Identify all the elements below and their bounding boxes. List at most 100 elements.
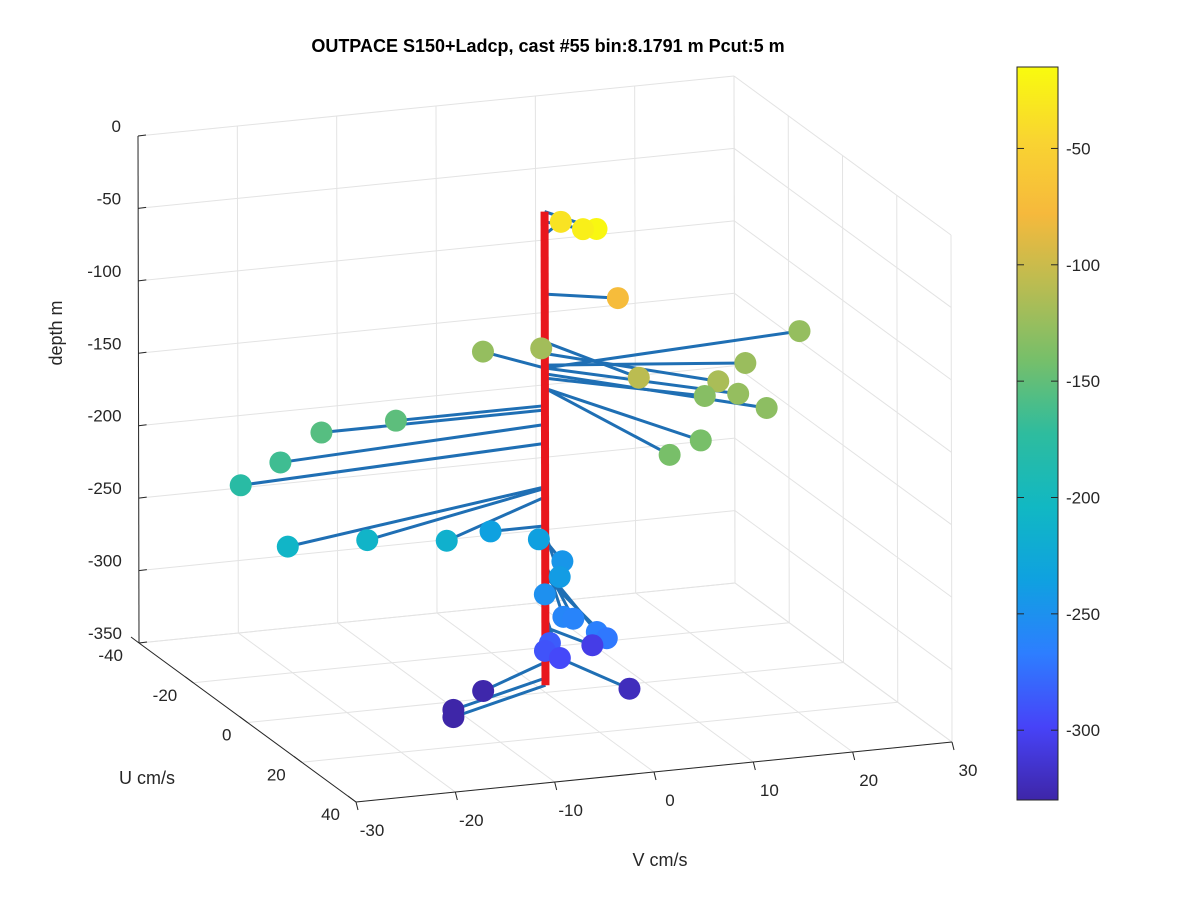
x-tick-label: -20 xyxy=(459,811,484,830)
vector-point xyxy=(734,352,757,375)
y-tick-mark xyxy=(293,755,303,763)
side-wall-grid-line xyxy=(733,148,952,308)
x-tick-label: 0 xyxy=(665,791,674,810)
chart-title: OUTPACE S150+Ladcp, cast #55 bin:8.1791 … xyxy=(311,36,784,56)
z-tick-mark xyxy=(138,569,147,572)
z-tick-label: -300 xyxy=(88,552,122,571)
floor-grid-line xyxy=(247,662,844,723)
back-wall-grid-line xyxy=(336,115,339,624)
vector-line xyxy=(544,292,618,300)
vector-point xyxy=(755,397,778,420)
y-tick-label: 40 xyxy=(321,805,340,824)
colorbar-tick-label: -250 xyxy=(1066,605,1100,624)
vector-point xyxy=(533,583,556,606)
colorbar-tick-label: -300 xyxy=(1066,721,1100,740)
vector-point xyxy=(548,647,571,670)
vector-point xyxy=(527,528,550,551)
z-tick-mark xyxy=(137,134,147,137)
side-wall-grid-line xyxy=(734,582,953,743)
side-wall-grid-line xyxy=(734,510,953,670)
z-tick-mark xyxy=(138,496,147,499)
x-tick-label: -10 xyxy=(558,801,583,820)
z-tick-label: -50 xyxy=(97,189,122,208)
vector-line xyxy=(446,495,546,543)
y-tick-mark xyxy=(184,676,194,684)
z-tick-mark xyxy=(138,206,147,209)
vector-point xyxy=(693,384,716,407)
vector-point xyxy=(606,287,629,310)
vector-point xyxy=(530,337,553,360)
vector-point xyxy=(310,421,333,444)
vector-line xyxy=(544,361,746,367)
x-axis-label: V cm/s xyxy=(632,850,687,870)
y-tick-label: -40 xyxy=(98,646,123,665)
vector-point xyxy=(549,210,572,233)
y-axis-label: U cm/s xyxy=(119,768,175,788)
z-tick-label: -250 xyxy=(88,479,122,498)
z-tick-mark xyxy=(138,424,147,427)
colorbar-tick-label: -200 xyxy=(1066,488,1100,507)
z-tick-label: -200 xyxy=(88,407,122,426)
vector-line xyxy=(240,441,546,487)
vector-point xyxy=(384,409,407,432)
x-tick-mark xyxy=(355,801,359,811)
vector-point xyxy=(479,520,502,543)
vector-point xyxy=(269,451,292,474)
x-tick-mark xyxy=(951,741,955,751)
vector-point xyxy=(658,443,681,466)
vector-point xyxy=(276,535,299,558)
vector-line xyxy=(366,486,546,542)
floor-grid-line xyxy=(193,622,790,684)
vector-line xyxy=(482,660,547,693)
floor-grid-line xyxy=(301,701,898,763)
axes-layer xyxy=(130,134,955,811)
x-tick-mark xyxy=(653,771,657,781)
x-tick-label: 30 xyxy=(959,761,978,780)
z-tick-mark xyxy=(138,641,148,644)
vector-point xyxy=(229,474,252,497)
vector-point xyxy=(442,706,465,729)
vector-point xyxy=(689,429,712,452)
vector-point xyxy=(581,634,604,657)
back-wall-grid-line xyxy=(137,75,735,137)
vector-line xyxy=(321,408,546,435)
z-tick-label: 0 xyxy=(112,117,121,136)
vector-point xyxy=(471,340,494,363)
colorbar: -50 -100 -150 -200 -250 -300 xyxy=(1016,66,1100,801)
vector-line xyxy=(287,485,546,549)
vector-point xyxy=(562,607,585,630)
z-axis-line xyxy=(137,135,140,644)
vector-line xyxy=(395,404,546,423)
side-wall-grid-line xyxy=(734,437,953,598)
tick-labels: -30-20-100102030-40-20020400-50-100-150-… xyxy=(87,117,977,840)
depth-profile-line xyxy=(540,211,550,686)
side-wall-grid-line xyxy=(842,155,844,663)
vector-line xyxy=(544,386,671,457)
vector-point xyxy=(356,529,379,552)
colorbar-tick-label: -150 xyxy=(1066,372,1100,391)
y-tick-label: 0 xyxy=(222,726,231,745)
colorbar-tick-label: -50 xyxy=(1066,139,1091,158)
back-wall-grid-line xyxy=(435,105,438,614)
vector-point xyxy=(618,677,641,700)
z-tick-label: -150 xyxy=(87,334,121,353)
x-tick-mark xyxy=(554,781,558,791)
z-tick-mark xyxy=(138,279,147,282)
vector-line xyxy=(452,676,546,712)
side-wall-grid-line xyxy=(733,75,736,584)
vector-line xyxy=(544,329,800,370)
back-wall-grid-line xyxy=(138,147,735,209)
vector-point xyxy=(548,565,571,588)
vector-point xyxy=(571,218,594,241)
vector-line xyxy=(544,386,702,442)
vector-point xyxy=(727,382,750,405)
side-wall-grid-line xyxy=(734,365,952,526)
back-wall-grid-line xyxy=(138,220,735,282)
side-wall-grid-line xyxy=(733,75,952,236)
x-tick-mark xyxy=(852,751,856,761)
side-wall-grid-line xyxy=(733,220,952,381)
vector-point xyxy=(788,320,811,343)
y-tick-mark xyxy=(239,716,248,723)
vector-line xyxy=(544,376,705,398)
